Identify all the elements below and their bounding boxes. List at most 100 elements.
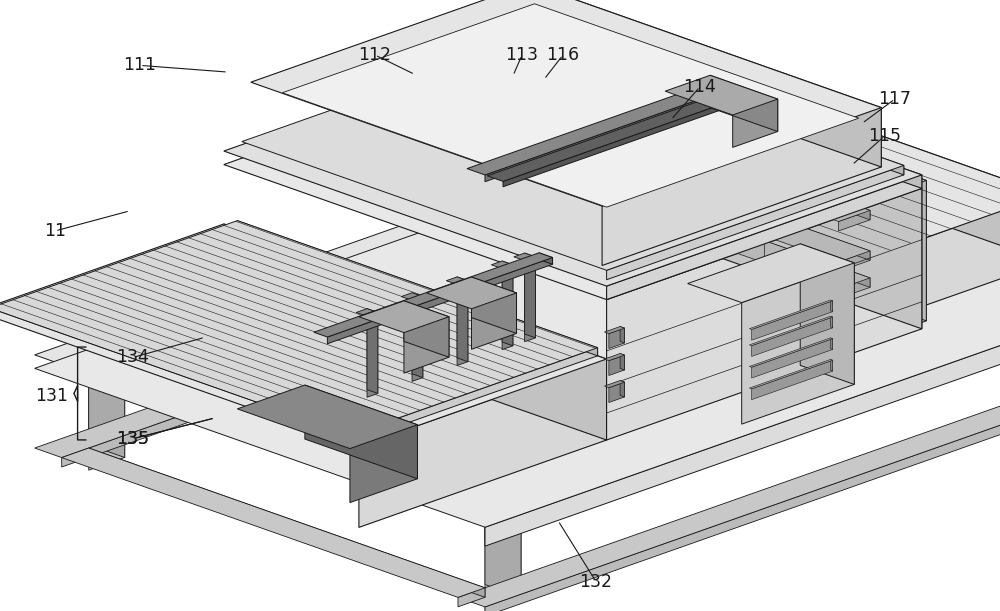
Polygon shape — [602, 108, 881, 266]
Polygon shape — [733, 99, 778, 147]
Polygon shape — [53, 356, 125, 381]
Polygon shape — [35, 225, 692, 458]
Polygon shape — [35, 146, 1000, 527]
Polygon shape — [305, 385, 417, 479]
Polygon shape — [485, 384, 1000, 611]
Polygon shape — [800, 244, 854, 384]
Polygon shape — [749, 338, 833, 367]
Polygon shape — [607, 175, 922, 299]
Polygon shape — [487, 89, 751, 181]
Text: 111: 111 — [124, 56, 156, 75]
Polygon shape — [514, 253, 535, 261]
Polygon shape — [609, 382, 625, 403]
Polygon shape — [314, 253, 553, 337]
Text: 113: 113 — [506, 46, 538, 64]
Polygon shape — [665, 152, 701, 254]
Polygon shape — [224, 53, 922, 299]
Polygon shape — [224, 40, 922, 286]
Polygon shape — [467, 89, 710, 175]
Polygon shape — [446, 277, 468, 285]
Polygon shape — [89, 368, 125, 470]
Polygon shape — [356, 309, 378, 316]
Polygon shape — [359, 359, 607, 527]
Polygon shape — [359, 301, 449, 332]
Polygon shape — [607, 188, 922, 440]
Polygon shape — [881, 180, 926, 337]
Polygon shape — [629, 152, 701, 178]
Polygon shape — [404, 301, 449, 357]
Polygon shape — [830, 316, 833, 328]
Polygon shape — [607, 166, 904, 280]
Text: 115: 115 — [868, 126, 902, 145]
Polygon shape — [620, 381, 625, 397]
Polygon shape — [688, 244, 854, 302]
Polygon shape — [0, 221, 598, 435]
Polygon shape — [620, 354, 625, 370]
Polygon shape — [620, 326, 625, 343]
Polygon shape — [749, 359, 833, 389]
Polygon shape — [401, 293, 423, 301]
Polygon shape — [404, 316, 449, 373]
Polygon shape — [568, 115, 870, 222]
Polygon shape — [604, 326, 625, 334]
Polygon shape — [367, 309, 378, 393]
Text: 134: 134 — [117, 348, 149, 367]
Polygon shape — [665, 235, 1000, 384]
Polygon shape — [609, 355, 625, 376]
Polygon shape — [742, 263, 854, 424]
Text: 135: 135 — [116, 430, 150, 448]
Polygon shape — [710, 75, 778, 131]
Polygon shape — [609, 328, 625, 348]
Polygon shape — [485, 496, 521, 598]
Polygon shape — [752, 301, 833, 340]
Polygon shape — [412, 296, 423, 381]
Text: 131: 131 — [36, 387, 68, 405]
Polygon shape — [692, 89, 710, 102]
Polygon shape — [502, 261, 513, 346]
Text: 117: 117 — [879, 90, 912, 108]
Polygon shape — [600, 183, 870, 287]
Polygon shape — [665, 225, 692, 244]
Polygon shape — [458, 588, 485, 607]
Polygon shape — [752, 360, 833, 400]
Polygon shape — [665, 165, 701, 267]
Polygon shape — [665, 146, 1000, 318]
Polygon shape — [530, 0, 881, 167]
Polygon shape — [457, 280, 468, 365]
Polygon shape — [485, 305, 1000, 546]
Polygon shape — [485, 508, 521, 610]
Text: 132: 132 — [580, 573, 612, 591]
Polygon shape — [830, 338, 833, 349]
Polygon shape — [525, 257, 535, 342]
Polygon shape — [839, 251, 870, 271]
Polygon shape — [457, 277, 468, 362]
Polygon shape — [242, 37, 904, 270]
Polygon shape — [89, 356, 125, 458]
Polygon shape — [525, 253, 535, 338]
Polygon shape — [544, 45, 926, 321]
Polygon shape — [471, 277, 517, 334]
Polygon shape — [237, 385, 417, 448]
Polygon shape — [749, 316, 833, 346]
Polygon shape — [499, 45, 926, 196]
Polygon shape — [733, 83, 1000, 262]
Polygon shape — [485, 291, 1000, 527]
Polygon shape — [237, 221, 598, 356]
Polygon shape — [568, 156, 870, 262]
Polygon shape — [62, 235, 692, 467]
Polygon shape — [839, 278, 870, 298]
Polygon shape — [458, 375, 1000, 607]
Polygon shape — [600, 115, 870, 220]
Polygon shape — [426, 277, 517, 309]
Polygon shape — [539, 40, 922, 188]
Polygon shape — [327, 258, 553, 344]
Polygon shape — [502, 265, 513, 349]
Polygon shape — [604, 354, 625, 360]
Polygon shape — [282, 4, 859, 207]
Polygon shape — [367, 312, 378, 397]
Polygon shape — [251, 0, 881, 206]
Polygon shape — [665, 133, 1000, 305]
Polygon shape — [752, 317, 833, 356]
Polygon shape — [62, 448, 485, 598]
Polygon shape — [692, 235, 1000, 384]
